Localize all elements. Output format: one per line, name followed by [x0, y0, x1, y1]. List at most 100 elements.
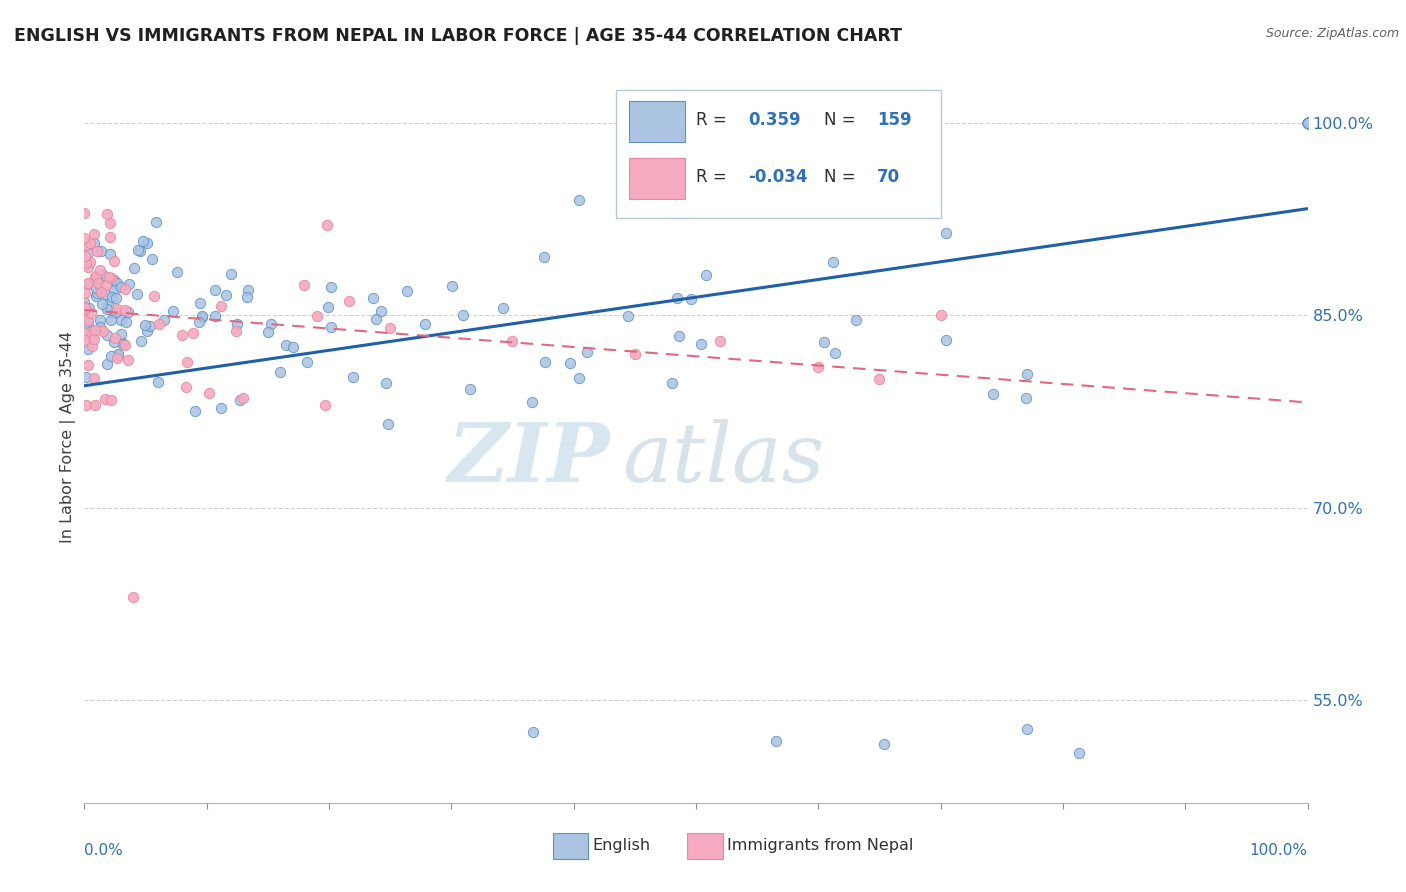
Point	[107, 348, 129, 362]
Point	[1296, 116, 1319, 130]
Point	[533, 250, 555, 264]
Text: 0.359: 0.359	[748, 112, 801, 129]
Point	[283, 340, 305, 354]
Point	[105, 304, 128, 318]
Point	[103, 283, 125, 297]
Point	[100, 290, 122, 304]
Point	[873, 737, 896, 751]
Text: 100.0%: 100.0%	[1250, 843, 1308, 858]
Point	[73, 294, 96, 309]
Point	[75, 302, 97, 317]
Point	[118, 277, 141, 291]
Point	[110, 326, 132, 341]
FancyBboxPatch shape	[628, 159, 685, 200]
Point	[145, 215, 167, 229]
Y-axis label: In Labor Force | Age 35-44: In Labor Force | Age 35-44	[60, 331, 76, 543]
Point	[87, 276, 110, 290]
Point	[75, 326, 97, 340]
Point	[76, 277, 98, 291]
Point	[76, 246, 98, 260]
Point	[105, 276, 128, 290]
Point	[131, 235, 153, 249]
Point	[91, 297, 114, 311]
Point	[100, 392, 122, 407]
Point	[1296, 116, 1319, 130]
Point	[1296, 116, 1319, 130]
Point	[191, 310, 214, 324]
Point	[114, 337, 136, 351]
Point	[98, 215, 121, 229]
Point	[318, 300, 340, 314]
Point	[1014, 391, 1036, 405]
Point	[1296, 116, 1319, 130]
Point	[75, 285, 97, 300]
Point	[361, 291, 384, 305]
Point	[83, 235, 105, 250]
Point	[1296, 116, 1319, 130]
Point	[80, 325, 103, 339]
Point	[141, 252, 163, 266]
Point	[337, 294, 360, 309]
Point	[143, 288, 166, 302]
Point	[96, 357, 118, 371]
Text: -0.034: -0.034	[748, 169, 808, 186]
Point	[83, 269, 105, 284]
Point	[139, 319, 162, 334]
Point	[1296, 116, 1319, 130]
Point	[122, 591, 145, 605]
Point	[1296, 116, 1319, 130]
Point	[98, 230, 121, 244]
Point	[274, 338, 297, 352]
Point	[441, 279, 464, 293]
Point	[1296, 116, 1319, 130]
Point	[366, 312, 388, 326]
Point	[166, 265, 188, 279]
Point	[103, 253, 125, 268]
Point	[153, 312, 176, 326]
Point	[321, 279, 343, 293]
Point	[935, 226, 957, 240]
Point	[1296, 116, 1319, 130]
Point	[117, 352, 139, 367]
Point	[1296, 116, 1319, 130]
Point	[94, 287, 117, 301]
Point	[75, 398, 97, 412]
Point	[136, 236, 159, 251]
Point	[90, 285, 112, 299]
Point	[668, 328, 690, 343]
Point	[370, 304, 392, 318]
Point	[1296, 116, 1319, 130]
Point	[1296, 116, 1319, 130]
Text: Source: ZipAtlas.com: Source: ZipAtlas.com	[1265, 27, 1399, 40]
Point	[91, 324, 114, 338]
Point	[89, 320, 111, 334]
Point	[260, 317, 283, 331]
Point	[103, 334, 125, 349]
Text: R =: R =	[696, 169, 727, 186]
Point	[292, 277, 315, 292]
Point	[105, 302, 128, 317]
Point	[297, 355, 319, 369]
Point	[104, 276, 127, 290]
Point	[215, 288, 238, 302]
Point	[103, 331, 125, 345]
Point	[690, 337, 713, 351]
Point	[377, 417, 399, 431]
Point	[821, 254, 844, 268]
Point	[187, 315, 209, 329]
Point	[181, 326, 204, 340]
Point	[114, 303, 136, 318]
Point	[1296, 116, 1319, 130]
Point	[225, 324, 247, 338]
Point	[709, 334, 731, 348]
Point	[83, 332, 105, 346]
Point	[1296, 116, 1319, 130]
Point	[209, 300, 232, 314]
Point	[929, 308, 952, 322]
Point	[114, 282, 136, 296]
Point	[80, 327, 103, 342]
Point	[75, 370, 97, 384]
Text: 0.0%: 0.0%	[84, 843, 124, 858]
Point	[1296, 116, 1319, 130]
Text: Immigrants from Nepal: Immigrants from Nepal	[727, 838, 912, 853]
